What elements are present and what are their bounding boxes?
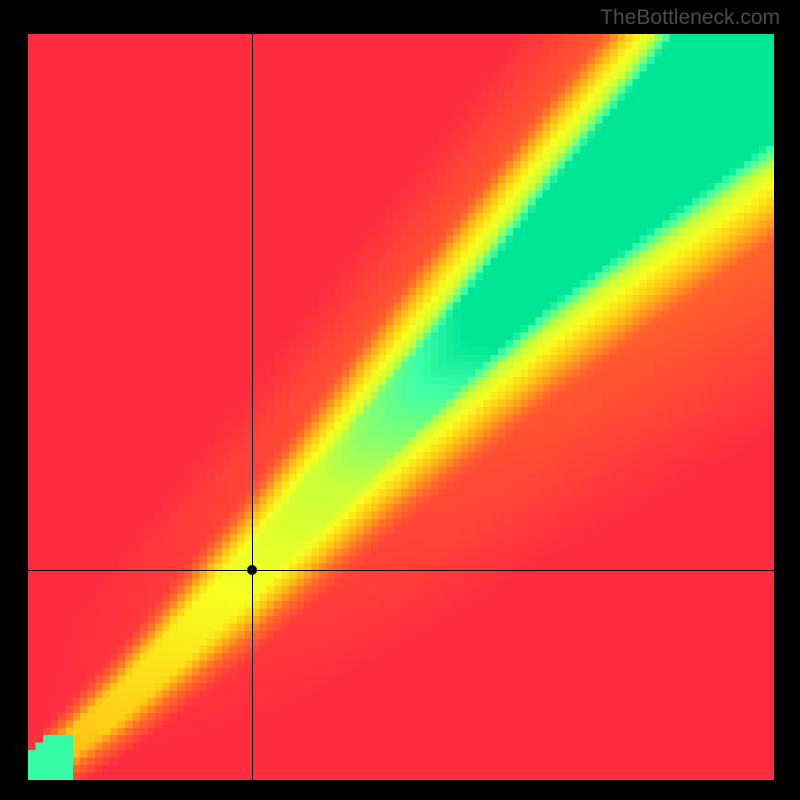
crosshair-marker <box>247 565 257 575</box>
crosshair-horizontal <box>28 570 774 571</box>
overlay <box>28 34 774 780</box>
crosshair-vertical <box>252 34 253 780</box>
watermark-text: TheBottleneck.com <box>600 6 780 30</box>
